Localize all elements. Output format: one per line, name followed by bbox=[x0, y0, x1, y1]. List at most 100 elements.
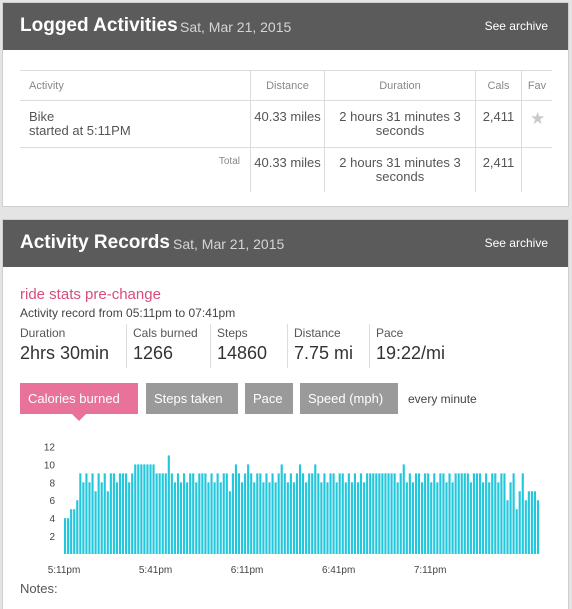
chart-bar[interactable] bbox=[158, 473, 161, 554]
chart-bar[interactable] bbox=[378, 473, 381, 554]
chart-bar[interactable] bbox=[88, 482, 91, 554]
chart-bar[interactable] bbox=[424, 473, 427, 554]
chart-bar[interactable] bbox=[137, 464, 140, 554]
chart-bar[interactable] bbox=[234, 464, 238, 554]
chart-bar[interactable] bbox=[491, 473, 494, 554]
chart-bar[interactable] bbox=[393, 473, 396, 554]
chart-bar[interactable] bbox=[305, 482, 308, 554]
chart-bar[interactable] bbox=[302, 473, 305, 554]
star-icon[interactable]: ★ bbox=[530, 109, 546, 128]
chart-bar[interactable] bbox=[414, 473, 418, 554]
chart-bar[interactable] bbox=[295, 473, 299, 554]
chart-bar[interactable] bbox=[332, 473, 335, 554]
chart-bar[interactable] bbox=[100, 482, 103, 554]
chart-bar[interactable] bbox=[515, 509, 518, 554]
chart-bar[interactable] bbox=[268, 482, 271, 554]
chart-bar[interactable] bbox=[186, 482, 189, 554]
chart-bar[interactable] bbox=[375, 473, 378, 554]
chart-bar[interactable] bbox=[118, 473, 122, 554]
records-see-archive-link[interactable]: See archive bbox=[484, 236, 548, 250]
chart-bar[interactable] bbox=[524, 500, 527, 554]
chart-bar[interactable] bbox=[271, 473, 274, 554]
chart-bar[interactable] bbox=[390, 473, 393, 554]
chart-bar[interactable] bbox=[497, 482, 500, 554]
chart-bar[interactable] bbox=[320, 482, 323, 554]
chart-bar[interactable] bbox=[478, 473, 482, 554]
chart-bar[interactable] bbox=[439, 473, 442, 554]
chart-bar[interactable] bbox=[363, 482, 366, 554]
chart-bar[interactable] bbox=[225, 473, 228, 554]
chart-bar[interactable] bbox=[289, 473, 292, 554]
chart-bar[interactable] bbox=[326, 482, 329, 554]
chart-bar[interactable] bbox=[192, 473, 195, 554]
chart-bar[interactable] bbox=[463, 473, 466, 554]
chart-bar[interactable] bbox=[176, 473, 180, 554]
chart-bar[interactable] bbox=[79, 473, 82, 554]
chart-bar[interactable] bbox=[164, 473, 167, 554]
chart-bar[interactable] bbox=[76, 500, 79, 554]
chart-bar[interactable] bbox=[250, 473, 253, 554]
chart-bar[interactable] bbox=[369, 473, 372, 554]
chart-bar[interactable] bbox=[427, 473, 430, 554]
chart-bar[interactable] bbox=[530, 491, 533, 554]
activity-name[interactable]: Bike bbox=[29, 109, 55, 124]
chart-bar[interactable] bbox=[259, 473, 262, 554]
chart-bar[interactable] bbox=[421, 482, 424, 554]
chart-bar[interactable] bbox=[237, 473, 241, 554]
chart-bar[interactable] bbox=[509, 482, 512, 554]
chart-bar[interactable] bbox=[73, 509, 76, 554]
chart-bar[interactable] bbox=[350, 482, 353, 554]
chart-bar[interactable] bbox=[231, 473, 234, 554]
chart-bar[interactable] bbox=[292, 482, 295, 554]
chart-bar[interactable] bbox=[506, 500, 509, 554]
chart-bar[interactable] bbox=[494, 473, 497, 554]
chart-bar[interactable] bbox=[94, 491, 97, 554]
chart-bar[interactable] bbox=[344, 482, 347, 554]
chart-bar[interactable] bbox=[317, 473, 320, 554]
chart-bar[interactable] bbox=[359, 473, 363, 554]
chart-bar[interactable] bbox=[353, 473, 357, 554]
tab-pace[interactable]: Pace bbox=[245, 383, 293, 414]
chart-bar[interactable] bbox=[482, 482, 485, 554]
chart-bar[interactable] bbox=[469, 482, 472, 554]
chart-bar[interactable] bbox=[460, 473, 463, 554]
chart-bar[interactable] bbox=[512, 473, 515, 554]
chart-bar[interactable] bbox=[240, 482, 244, 554]
chart-bar[interactable] bbox=[277, 473, 280, 554]
chart-bar[interactable] bbox=[384, 473, 387, 554]
chart-bar[interactable] bbox=[103, 473, 106, 554]
chart-bar[interactable] bbox=[152, 464, 155, 554]
chart-bar[interactable] bbox=[366, 473, 369, 554]
chart-bar[interactable] bbox=[485, 473, 488, 554]
chart-bar[interactable] bbox=[85, 473, 88, 554]
chart-bar[interactable] bbox=[503, 473, 506, 554]
chart-bar[interactable] bbox=[155, 473, 158, 554]
chart-bar[interactable] bbox=[396, 482, 399, 554]
chart-bar[interactable] bbox=[488, 482, 491, 554]
chart-bar[interactable] bbox=[454, 473, 457, 554]
chart-bar[interactable] bbox=[161, 473, 164, 554]
chart-bar[interactable] bbox=[387, 473, 390, 554]
chart-bar[interactable] bbox=[448, 473, 451, 554]
chart-bar[interactable] bbox=[265, 473, 268, 554]
record-title-link[interactable]: ride stats pre-change bbox=[20, 286, 161, 303]
chart-bar[interactable] bbox=[146, 464, 149, 554]
chart-bar[interactable] bbox=[472, 473, 476, 554]
chart-bar[interactable] bbox=[112, 473, 115, 554]
chart-bar[interactable] bbox=[228, 491, 231, 554]
chart-bar[interactable] bbox=[253, 482, 256, 554]
chart-bar[interactable] bbox=[445, 482, 448, 554]
chart-bar[interactable] bbox=[314, 464, 317, 554]
chart-bar[interactable] bbox=[195, 482, 198, 554]
chart-bar[interactable] bbox=[536, 500, 540, 554]
chart-bar[interactable] bbox=[91, 473, 94, 554]
chart-bar[interactable] bbox=[256, 473, 259, 554]
chart-bar[interactable] bbox=[433, 473, 436, 554]
chart-bar[interactable] bbox=[70, 509, 73, 554]
chart-bar[interactable] bbox=[405, 482, 408, 554]
chart-bar[interactable] bbox=[527, 491, 530, 554]
chart-bar[interactable] bbox=[213, 482, 216, 554]
chart-bar[interactable] bbox=[244, 473, 247, 554]
chart-bar[interactable] bbox=[134, 464, 137, 554]
chart-bar[interactable] bbox=[106, 491, 109, 554]
